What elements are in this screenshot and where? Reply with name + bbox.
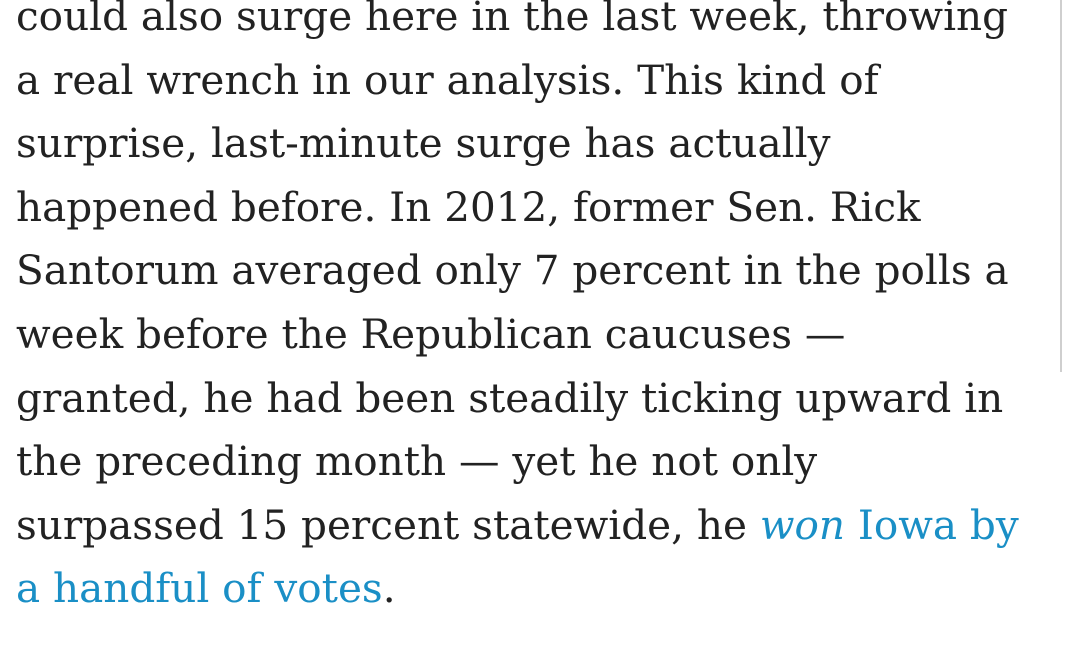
paragraph-line: Santorum averaged only 7 percent in the … (16, 246, 1009, 295)
paragraph-line: surpassed 15 percent statewide, he won I… (16, 494, 1056, 558)
paragraph-line: could also surge here in the last week, … (16, 0, 1009, 40)
paragraph-line: a real wrench in our analysis. This kind… (16, 55, 879, 104)
scrollbar[interactable] (1060, 0, 1062, 372)
paragraph-line: week before the Republican caucuses — (16, 309, 846, 358)
end-period: . (382, 564, 396, 613)
paragraph-line: surprise, last-minute surge has actually (16, 119, 831, 168)
link-text-won: won (759, 500, 845, 549)
link-text-iowa-by: Iowa by (844, 500, 1019, 549)
article-paragraph: could also surge here in the last week, … (16, 0, 1056, 621)
line-text: surpassed 15 percent statewide, he (16, 500, 760, 549)
paragraph-line: a handful of votes. (16, 557, 1056, 621)
won-iowa-link[interactable]: won Iowa by (760, 501, 1019, 549)
paragraph-line: the preceding month — yet he not only (16, 437, 818, 486)
paragraph-line: happened before. In 2012, former Sen. Ri… (16, 182, 921, 231)
handful-of-votes-link[interactable]: a handful of votes (16, 564, 383, 613)
paragraph-line: granted, he had been steadily ticking up… (16, 373, 1004, 422)
